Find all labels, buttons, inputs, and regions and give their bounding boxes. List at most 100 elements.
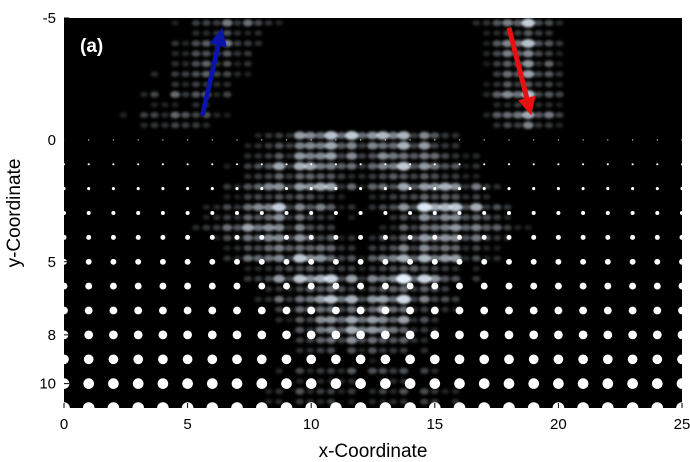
intensity-spot [181,50,190,57]
intensity-spot [254,40,263,47]
lattice-rod [184,258,191,265]
intensity-spot [316,388,325,395]
intensity-spot [325,254,337,262]
intensity-spot [543,111,555,119]
x-tick-label: 10 [303,416,320,433]
intensity-spot [306,347,315,354]
lattice-rod [209,258,216,265]
lattice-rod [59,354,69,365]
lattice-rod [111,187,115,191]
intensity-spot [314,274,327,283]
intensity-spot [254,266,262,272]
intensity-spot [399,388,409,395]
lattice-rod [654,234,660,240]
intensity-spot [441,173,450,180]
intensity-spot [192,102,200,108]
intensity-spot [451,296,460,303]
lattice-rod [382,234,388,240]
intensity-spot [366,326,379,334]
intensity-spot [398,244,410,252]
intensity-spot [429,162,441,170]
lattice-rod [555,258,562,265]
intensity-spot [293,131,306,140]
lattice-rod [258,258,265,265]
lattice-rod [533,139,535,141]
lattice-rod [158,330,168,340]
intensity-spot [451,275,461,282]
intensity-spot [430,193,440,200]
intensity-spot [212,20,221,26]
intensity-spot [389,194,398,200]
intensity-spot [398,306,409,313]
intensity-spot [263,214,274,221]
intensity-spot [555,51,564,57]
lattice-rod [86,234,92,240]
intensity-spot [555,122,564,128]
lattice-rod [232,354,242,365]
intensity-spot [336,295,347,303]
intensity-spot [440,275,450,282]
intensity-spot [337,337,346,344]
intensity-spot [524,225,532,231]
intensity-spot [244,71,252,77]
lattice-rod [84,330,94,340]
intensity-spot [223,214,232,221]
intensity-spot [222,29,232,37]
lattice-rod [306,330,316,340]
lattice-rod [206,402,219,414]
lattice-rod [284,187,289,191]
intensity-spot [315,132,326,139]
intensity-spot [306,388,315,395]
intensity-spot [262,223,275,232]
intensity-spot [388,162,399,170]
intensity-spot [295,326,305,334]
intensity-spot [358,266,366,272]
intensity-spot [493,245,501,251]
lattice-rod [108,378,119,389]
intensity-spot [440,153,450,159]
x-tick-label: 0 [60,416,68,433]
intensity-spot [191,122,201,129]
intensity-spot [357,153,367,159]
lattice-rod [186,187,190,191]
lattice-rod [505,282,513,290]
lattice-rod [133,354,144,365]
intensity-spot [389,235,398,241]
intensity-spot [492,40,502,47]
intensity-spot [316,347,325,354]
lattice-rod [651,378,663,389]
lattice-rod [259,234,265,240]
intensity-spot [418,141,431,150]
intensity-spot [420,367,429,374]
lattice-rod [478,378,490,389]
lattice-rod [380,378,391,389]
intensity-spot [243,193,253,200]
intensity-spot [336,132,347,139]
intensity-spot [493,255,501,261]
lattice-rod [629,282,637,290]
lattice-rod [109,282,117,290]
lattice-rod [503,378,515,389]
intensity-spot [316,265,325,272]
intensity-spot [191,50,201,57]
lattice-rod [479,354,490,365]
intensity-spot [213,204,221,210]
lattice-rod [506,258,512,265]
intensity-spot [388,295,399,303]
lattice-rod [157,402,169,414]
intensity-spot [295,316,305,323]
intensity-spot [378,265,388,272]
intensity-spot [201,40,212,47]
lattice-rod [257,330,267,340]
intensity-spot [336,285,346,293]
intensity-spot [399,214,409,221]
intensity-spot [274,132,284,139]
intensity-spot [326,203,336,211]
photonic-crystal-lattice [58,139,688,414]
intensity-spot [482,214,492,221]
intensity-spot [534,102,543,108]
lattice-rod [236,139,238,141]
intensity-spot [544,81,554,88]
lattice-rod [483,139,485,141]
intensity-spot [472,163,481,169]
